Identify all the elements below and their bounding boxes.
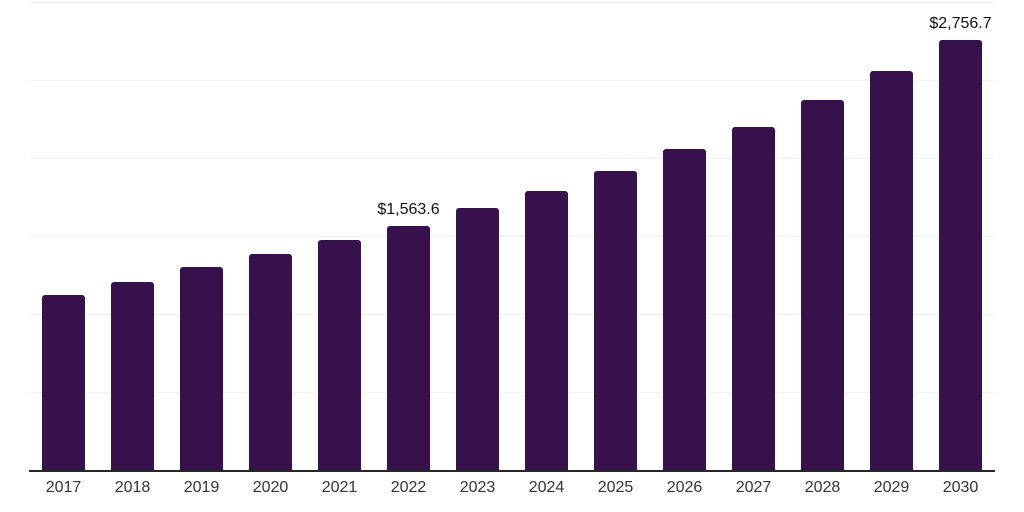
x-tick-2027: 2027: [735, 479, 772, 496]
bar-cell-2019: [167, 2, 236, 470]
gridline-3000: [29, 2, 995, 3]
x-tick-2028: 2028: [804, 479, 841, 496]
x-tick-2026: 2026: [666, 479, 703, 496]
gridline-500: [29, 392, 995, 393]
bar-2020[interactable]: [249, 253, 292, 470]
gridline-2000: [29, 158, 995, 159]
x-tick-2024: 2024: [528, 479, 565, 496]
bar-2028[interactable]: [801, 99, 844, 470]
bar-2026[interactable]: [663, 148, 706, 470]
bar-cell-2029: [857, 2, 926, 470]
bar-cell-2017: [29, 2, 98, 470]
x-tick-2018: 2018: [114, 479, 151, 496]
x-tick-2025: 2025: [597, 479, 634, 496]
bar-2022[interactable]: [387, 226, 430, 470]
bar-2019[interactable]: [180, 267, 223, 470]
bar-2017[interactable]: [42, 294, 85, 470]
bar-2023[interactable]: [456, 208, 499, 470]
bar-cell-2030: $2,756.7: [926, 2, 995, 470]
bar-2030[interactable]: [939, 39, 982, 470]
gridline-2500: [29, 80, 995, 81]
gridline-1000: [29, 314, 995, 315]
bar-2018[interactable]: [111, 282, 154, 470]
x-tick-2030: 2030: [942, 479, 979, 496]
bar-cell-2020: [236, 2, 305, 470]
bar-2027[interactable]: [732, 126, 775, 470]
bar-cell-2023: [443, 2, 512, 470]
bar-cell-2018: [98, 2, 167, 470]
x-axis: 2017 2018 2019 2020 2021 2022 2023 2024 2025 2026…: [29, 479, 995, 497]
x-tick-2020: 2020: [252, 479, 289, 496]
bar-cell-2025: [581, 2, 650, 470]
x-tick-2019: 2019: [183, 479, 220, 496]
x-tick-2021: 2021: [321, 479, 358, 496]
gridline-1500: [29, 236, 995, 237]
bar-2029[interactable]: [870, 70, 913, 470]
bar-value-label-2030: $2,756.7: [929, 14, 992, 32]
bar-cell-2027: [719, 2, 788, 470]
plot-area: $1,563.6 $2,756.7: [29, 2, 995, 472]
bar-cell-2028: [788, 2, 857, 470]
bar-cell-2024: [512, 2, 581, 470]
bars-container: $1,563.6 $2,756.7: [29, 2, 995, 470]
bar-cell-2022: $1,563.6: [374, 2, 443, 470]
bar-2025[interactable]: [594, 170, 637, 470]
x-tick-2023: 2023: [459, 479, 496, 496]
bar-cell-2026: [650, 2, 719, 470]
x-tick-2017: 2017: [45, 479, 82, 496]
bar-value-label-2022: $1,563.6: [377, 201, 440, 219]
bar-2024[interactable]: [525, 190, 568, 470]
bar-2021[interactable]: [318, 240, 361, 470]
bar-cell-2021: [305, 2, 374, 470]
x-tick-2029: 2029: [873, 479, 910, 496]
x-tick-2022: 2022: [390, 479, 427, 496]
